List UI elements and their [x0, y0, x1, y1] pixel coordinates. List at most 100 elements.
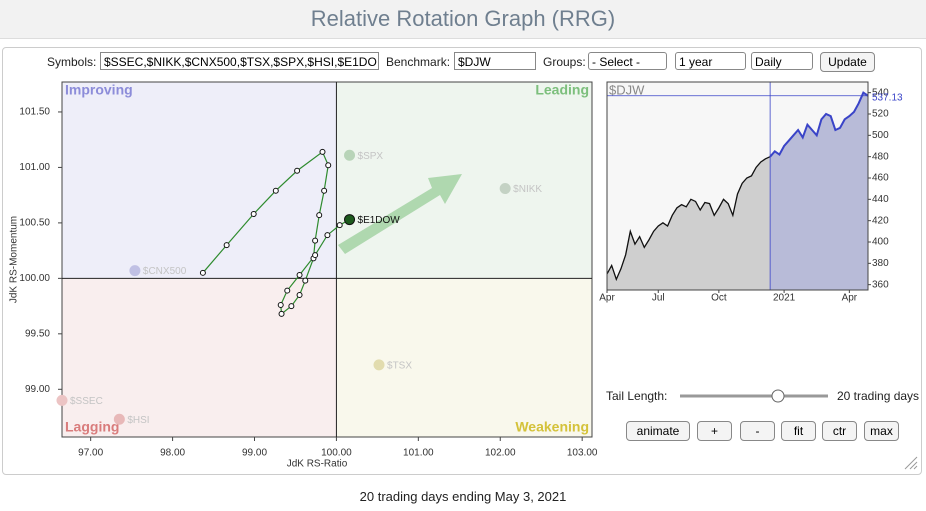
quadrant — [336, 82, 592, 279]
tail-head — [56, 394, 68, 406]
x-axis-label: JdK RS-Ratio — [287, 459, 348, 470]
tail-point — [272, 187, 279, 194]
plot-frame — [606, 81, 869, 291]
series-label: $HSI — [127, 415, 149, 426]
x-tick-label: Jul — [652, 293, 665, 304]
tail-head — [373, 359, 385, 371]
quadrant — [62, 278, 337, 437]
tail-point — [296, 292, 303, 298]
update-button[interactable]: Update — [820, 52, 875, 72]
quadrant-label: Leading — [535, 82, 589, 98]
groups-select[interactable]: - Select - — [588, 52, 667, 70]
tail-point — [288, 303, 295, 310]
tail-label: Tail Length: — [606, 389, 668, 403]
quadrant-label: Lagging — [65, 419, 119, 435]
y-tick-label: 101.00 — [19, 162, 50, 173]
ctr-button[interactable]: ctr — [822, 421, 857, 441]
slider-handle[interactable] — [771, 389, 785, 403]
tail-point — [312, 252, 319, 259]
series-label: $TSX — [387, 361, 412, 372]
groups-label: Groups: — [543, 55, 586, 69]
resize-handle — [904, 456, 918, 470]
tail-head — [499, 183, 511, 194]
x-tick-label: 103.00 — [567, 448, 598, 459]
series-label: $NIKK — [513, 184, 542, 195]
tail-head — [344, 149, 356, 161]
fit-button[interactable]: fit — [781, 421, 816, 441]
tail-point — [321, 187, 328, 194]
x-tick-label: 2021 — [773, 293, 796, 304]
chart-title: $DJW — [609, 82, 645, 97]
tail-point — [302, 277, 309, 284]
series-label: $E1DOW — [358, 215, 401, 226]
y-tick-label: 540 — [872, 87, 889, 98]
quadrant — [62, 82, 337, 279]
tail-point — [223, 242, 230, 249]
x-tick-label: 100.00 — [321, 448, 352, 459]
plus-button[interactable]: + — [697, 421, 732, 441]
x-tick-label: Apr — [599, 293, 615, 304]
tail-point — [296, 272, 303, 279]
page-title: Relative Rotation Graph (RRG) — [0, 0, 926, 39]
tail-point — [278, 310, 285, 317]
tail-point — [250, 211, 257, 218]
animate-button[interactable]: animate — [626, 421, 690, 441]
direction-arrow — [338, 174, 462, 254]
y-tick-label: 500 — [872, 130, 889, 141]
x-tick-label: 98.00 — [160, 448, 185, 459]
y-axis-label: JdK RS-Momentum — [9, 216, 20, 303]
x-tick-label: Oct — [711, 293, 727, 304]
tail-head — [344, 214, 356, 226]
interval-select[interactable]: Daily — [751, 52, 813, 70]
series-label: $CNX500 — [143, 266, 187, 277]
y-tick-label: 100.50 — [19, 218, 50, 229]
max-button[interactable]: max — [864, 421, 899, 441]
tail-point — [319, 148, 326, 155]
y-tick-label: 460 — [872, 173, 889, 184]
symbols-input[interactable]: $SSEC,$NIKK,$CNX500,$TSX,$SPX,$HSI,$E1DO — [100, 52, 379, 70]
y-tick-label: 100.00 — [19, 273, 50, 284]
tail-point — [312, 237, 319, 244]
x-tick-label: Apr — [842, 293, 858, 304]
tail-point — [324, 232, 331, 239]
y-tick-label: 99.00 — [25, 384, 50, 395]
x-tick-label: 101.00 — [403, 448, 434, 459]
tail-point — [199, 269, 206, 276]
quadrant-label: Weakening — [515, 419, 589, 435]
y-tick-label: 440 — [872, 194, 889, 205]
area — [607, 156, 771, 290]
y-tick-label: 400 — [872, 237, 889, 248]
tail-point — [316, 212, 323, 219]
x-tick-label: 97.00 — [78, 448, 103, 459]
benchmark-label: Benchmark: — [386, 55, 451, 69]
y-tick-label: 480 — [872, 151, 889, 162]
tail-head — [113, 413, 125, 425]
series-label: $SPX — [358, 151, 384, 162]
benchmark-input[interactable]: $DJW — [454, 52, 536, 70]
tail-point — [284, 287, 291, 294]
y-tick-label: 380 — [872, 258, 889, 269]
y-tick-label: 420 — [872, 215, 889, 226]
tail-point — [336, 222, 343, 229]
tail-point — [325, 162, 332, 169]
series-label: $SSEC — [70, 396, 103, 407]
y-tick-label: 101.50 — [19, 107, 50, 118]
price-line — [606, 156, 771, 282]
panel — [2, 47, 922, 475]
y-tick-label: 99.50 — [25, 328, 50, 339]
y-tick-label: 520 — [872, 109, 889, 120]
price-line — [769, 91, 869, 158]
tail-value: 20 trading days — [837, 389, 920, 403]
x-tick-label: 99.00 — [242, 448, 267, 459]
y-tick-label: 360 — [872, 279, 889, 290]
last-value-label: 537.13 — [872, 92, 903, 103]
period-select[interactable]: 1 year — [675, 52, 746, 70]
symbols-label: Symbols: — [47, 55, 97, 69]
x-tick-label: 102.00 — [485, 448, 516, 459]
tail-point — [294, 167, 301, 174]
tail-head — [129, 265, 141, 277]
footer: 20 trading days ending May 3, 2021 — [359, 489, 567, 504]
minus-button[interactable]: - — [740, 421, 775, 441]
